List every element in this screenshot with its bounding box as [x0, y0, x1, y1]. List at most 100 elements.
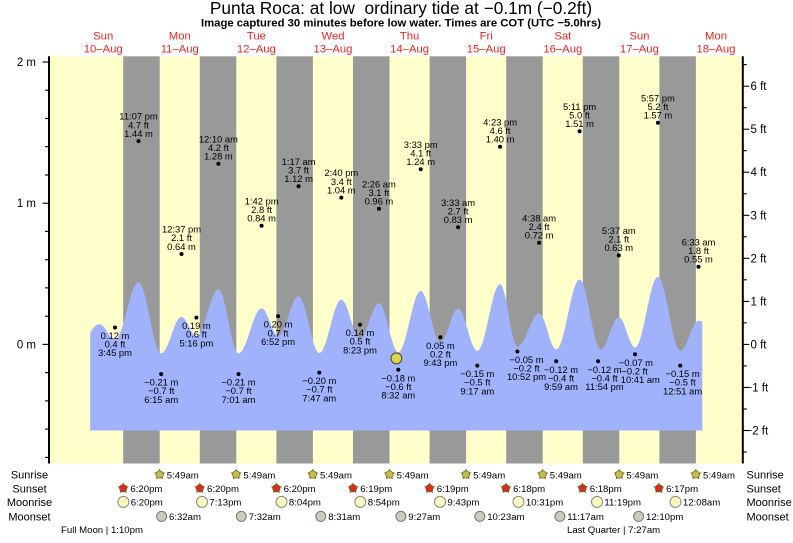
svg-text:12:10pm: 12:10pm	[646, 512, 683, 523]
svg-text:−0.7 ft: −0.7 ft	[148, 385, 175, 396]
svg-text:−0.7 ft: −0.7 ft	[306, 384, 333, 395]
svg-text:7:13pm: 7:13pm	[209, 498, 241, 509]
svg-text:2.4 ft: 2.4 ft	[529, 221, 550, 232]
svg-text:Sunrise: Sunrise	[11, 470, 48, 482]
svg-text:11:17am: 11:17am	[567, 512, 604, 523]
svg-text:5:49am: 5:49am	[397, 470, 429, 481]
svg-text:10:41 am: 10:41 am	[621, 374, 660, 385]
svg-text:5:57 pm: 5:57 pm	[641, 92, 675, 103]
svg-text:8:54pm: 8:54pm	[368, 498, 400, 509]
svg-text:−2 ft: −2 ft	[746, 426, 770, 438]
svg-text:0.55 m: 0.55 m	[684, 254, 713, 265]
svg-text:6:17pm: 6:17pm	[666, 484, 698, 495]
svg-text:4:23 pm: 4:23 pm	[483, 116, 517, 127]
svg-text:4 ft: 4 ft	[751, 167, 768, 179]
svg-text:0.6 ft: 0.6 ft	[186, 329, 207, 340]
svg-text:0 m: 0 m	[17, 339, 36, 351]
svg-text:1.28 m: 1.28 m	[204, 151, 233, 162]
svg-text:0.14 m: 0.14 m	[346, 327, 375, 338]
svg-text:Full Moon | 1:10pm: Full Moon | 1:10pm	[61, 525, 143, 536]
svg-text:Moonset: Moonset	[8, 511, 50, 523]
svg-text:Mon: Mon	[169, 31, 191, 43]
svg-text:12:10 am: 12:10 am	[199, 133, 238, 144]
svg-text:17–Aug: 17–Aug	[620, 44, 659, 56]
svg-text:11:19pm: 11:19pm	[604, 498, 641, 509]
svg-text:Sun: Sun	[629, 31, 649, 43]
svg-text:8:31am: 8:31am	[328, 512, 360, 523]
svg-text:−0.18 m: −0.18 m	[381, 372, 415, 383]
svg-text:0.72 m: 0.72 m	[525, 230, 554, 241]
svg-text:9:17 am: 9:17 am	[460, 385, 494, 396]
svg-text:3 ft: 3 ft	[751, 210, 768, 222]
svg-text:5.2 ft: 5.2 ft	[647, 101, 668, 112]
svg-text:1.12 m: 1.12 m	[284, 173, 313, 184]
svg-text:5:49am: 5:49am	[167, 470, 199, 481]
svg-text:−0.20 m: −0.20 m	[302, 375, 336, 386]
svg-text:0.96 m: 0.96 m	[365, 196, 394, 207]
svg-text:5.0 ft: 5.0 ft	[569, 109, 590, 120]
svg-text:2.8 ft: 2.8 ft	[251, 204, 272, 215]
svg-text:−0.21 m: −0.21 m	[144, 377, 178, 388]
svg-text:2.7 ft: 2.7 ft	[448, 205, 469, 216]
svg-text:5:37 am: 5:37 am	[602, 225, 636, 236]
svg-text:−0.4 ft: −0.4 ft	[548, 372, 575, 383]
svg-text:8:32 am: 8:32 am	[381, 390, 415, 401]
svg-text:Mon: Mon	[705, 31, 727, 43]
svg-text:−0.2 ft: −0.2 ft	[513, 363, 540, 374]
svg-text:0.19 m: 0.19 m	[182, 320, 211, 331]
svg-text:5:16 pm: 5:16 pm	[179, 337, 213, 348]
svg-text:5:49am: 5:49am	[550, 470, 582, 481]
svg-text:9:43 pm: 9:43 pm	[423, 357, 457, 368]
svg-text:12:51 am: 12:51 am	[663, 385, 702, 396]
svg-text:1 m: 1 m	[17, 198, 36, 210]
svg-text:6:52 pm: 6:52 pm	[261, 336, 295, 347]
svg-text:6:33 am: 6:33 am	[682, 236, 716, 247]
svg-text:7:32am: 7:32am	[249, 512, 281, 523]
svg-text:2 ft: 2 ft	[751, 253, 768, 265]
svg-text:0.20 m: 0.20 m	[264, 319, 293, 330]
svg-text:0.4 ft: 0.4 ft	[105, 339, 126, 350]
svg-text:Moonrise: Moonrise	[7, 497, 52, 509]
svg-text:Image captured 30 minutes befo: Image captured 30 minutes before low wat…	[201, 18, 601, 30]
svg-text:13–Aug: 13–Aug	[314, 44, 353, 56]
svg-text:−0.2 ft: −0.2 ft	[621, 365, 648, 376]
svg-text:5:11 pm: 5:11 pm	[563, 101, 596, 112]
svg-text:6:19pm: 6:19pm	[437, 484, 469, 495]
svg-text:0.05 m: 0.05 m	[426, 340, 455, 351]
svg-text:1.57 m: 1.57 m	[644, 110, 673, 121]
svg-text:6:18pm: 6:18pm	[590, 484, 622, 495]
svg-text:Wed: Wed	[321, 31, 344, 43]
svg-text:5:49am: 5:49am	[703, 470, 735, 481]
svg-text:11–Aug: 11–Aug	[161, 44, 199, 56]
svg-text:1.24 m: 1.24 m	[406, 156, 435, 167]
svg-text:6:20pm: 6:20pm	[284, 484, 316, 495]
svg-text:1:42 pm: 1:42 pm	[245, 195, 279, 206]
svg-text:−0.5 ft: −0.5 ft	[464, 377, 491, 388]
svg-text:16–Aug: 16–Aug	[543, 44, 582, 56]
svg-text:0.83 m: 0.83 m	[444, 214, 473, 225]
svg-text:2.1 ft: 2.1 ft	[608, 234, 629, 245]
svg-text:−0.7 ft: −0.7 ft	[225, 385, 252, 396]
svg-text:0.7 ft: 0.7 ft	[268, 327, 289, 338]
svg-text:6:20pm: 6:20pm	[207, 484, 239, 495]
svg-text:−0.4 ft: −0.4 ft	[591, 372, 618, 383]
svg-text:−0.07 m: −0.07 m	[619, 357, 653, 368]
svg-text:6:19pm: 6:19pm	[360, 484, 392, 495]
svg-text:15–Aug: 15–Aug	[467, 44, 506, 56]
svg-text:18–Aug: 18–Aug	[697, 44, 736, 56]
svg-text:−0.15 m: −0.15 m	[460, 368, 494, 379]
svg-text:10:52 pm: 10:52 pm	[507, 371, 546, 382]
svg-text:−0.21 m: −0.21 m	[221, 377, 255, 388]
svg-text:Sat: Sat	[554, 31, 572, 43]
svg-text:7:01 am: 7:01 am	[222, 394, 256, 405]
svg-text:4.7 ft: 4.7 ft	[128, 119, 149, 130]
svg-text:14–Aug: 14–Aug	[390, 44, 429, 56]
svg-text:5:49am: 5:49am	[320, 470, 352, 481]
svg-text:12:37 pm: 12:37 pm	[162, 224, 201, 235]
svg-text:Sun: Sun	[93, 31, 113, 43]
svg-text:11:54 pm: 11:54 pm	[585, 381, 624, 392]
svg-text:0.64 m: 0.64 m	[167, 241, 196, 252]
svg-text:0.5 ft: 0.5 ft	[350, 336, 371, 347]
svg-text:4.2 ft: 4.2 ft	[208, 142, 229, 153]
svg-text:−0.5 ft: −0.5 ft	[669, 377, 696, 388]
